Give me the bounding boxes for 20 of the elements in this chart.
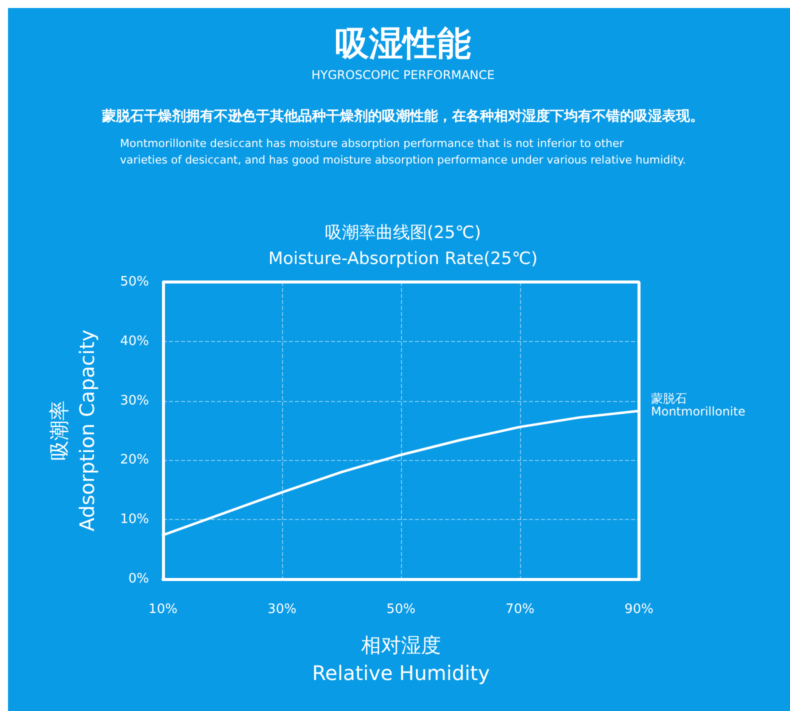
y-tick-label: 50% bbox=[120, 274, 149, 290]
x-axis-title: 相对湿度 Relative Humidity bbox=[312, 633, 490, 685]
y-tick-label: 40% bbox=[120, 334, 149, 349]
text: Montmorillonite desiccant has moisture absorption performance that is not inferior to other varieties of desiccant, and has good moisture absorption performance under various relative humidity. bbox=[120, 136, 686, 166]
y-axis-title: 吸潮率 Adsorption Capacity bbox=[47, 330, 99, 532]
y-tick-label: 0% bbox=[128, 572, 149, 586]
x-tick-label: 90% bbox=[624, 602, 654, 617]
x-tick-label: 10% bbox=[148, 602, 178, 617]
y-tick-label: 20% bbox=[120, 452, 149, 468]
x-tick-label: 30% bbox=[268, 602, 296, 617]
chart-subtitle: HYGROSCOPIC PERFORMANCE bbox=[311, 68, 495, 82]
chart-title: 吸湿性能 bbox=[335, 24, 471, 64]
text: Moisture-Absorption Rate(25℃) bbox=[268, 248, 538, 269]
text: 吸潮率曲线图(25℃) bbox=[325, 222, 482, 243]
x-tick-label: 70% bbox=[506, 602, 534, 617]
series-label: 蒙脱石 Montmorillonite bbox=[651, 391, 746, 418]
text: 蒙脱石干燥剂拥有不逊色于其他品种干燥剂的吸潮性能，在各种相对湿度下均有不错的吸湿表现。 bbox=[101, 108, 704, 124]
x-tick-label: 50% bbox=[386, 602, 416, 617]
y-tick-label: 10% bbox=[120, 512, 149, 528]
y-tick-label: 30% bbox=[120, 393, 149, 408]
